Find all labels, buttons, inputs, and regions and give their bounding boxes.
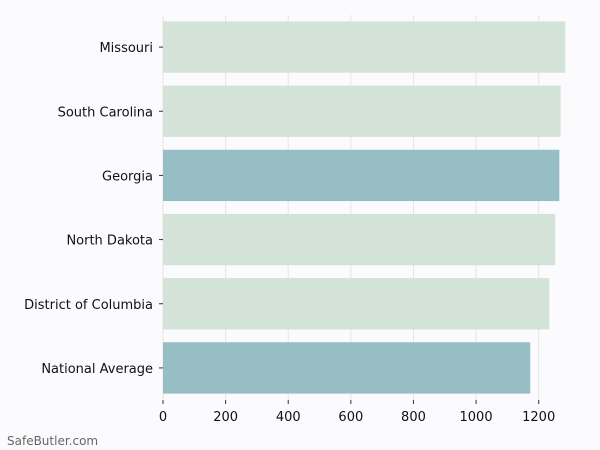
category-labels: Missouri South Carolina Georgia North Dakot…: [24, 41, 163, 377]
category-label: Missouri: [99, 41, 153, 56]
bar: [163, 342, 531, 394]
x-tick-label: 600: [338, 410, 363, 425]
grid-lines: [162, 15, 540, 400]
bar: [163, 149, 560, 202]
watermark: SafeButler.com: [7, 434, 99, 448]
category-label: South Carolina: [58, 105, 153, 120]
x-tick-label: 800: [401, 410, 426, 425]
bars: [163, 21, 566, 394]
bar: [163, 21, 566, 73]
x-tick-label: 400: [276, 410, 301, 425]
category-label: North Dakota: [66, 234, 153, 249]
x-tick-label: 1200: [522, 410, 555, 425]
category-label: Georgia: [102, 169, 153, 184]
bar: [163, 278, 550, 330]
category-label: National Average: [41, 362, 153, 377]
x-tick-label: 0: [159, 410, 167, 425]
x-axis: 0 200 400 600 800 1000 1200: [159, 400, 555, 425]
bar: [163, 213, 556, 266]
x-tick-label: 200: [213, 410, 238, 425]
category-label: District of Columbia: [24, 298, 153, 313]
bar: [163, 85, 561, 137]
x-tick-label: 1000: [460, 410, 493, 425]
